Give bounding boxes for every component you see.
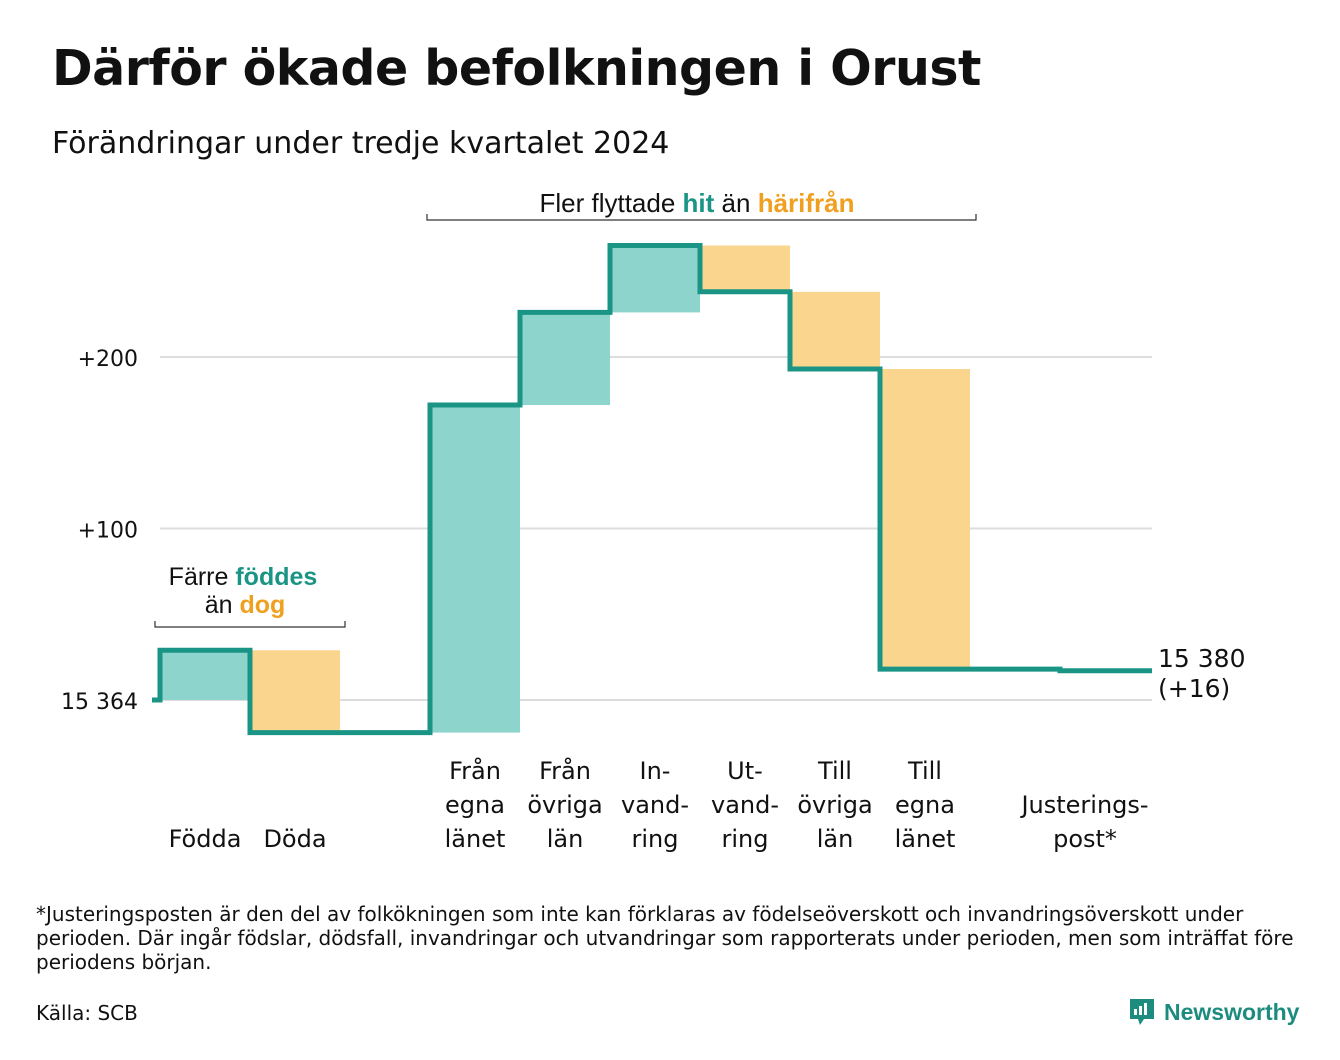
births-annotation-pre: Färre — [169, 563, 236, 591]
migration-bracket — [426, 214, 977, 221]
x-tick-label: Till — [907, 757, 942, 785]
x-tick-label: ring — [722, 825, 769, 853]
cumulative-step-line — [152, 243, 1152, 736]
x-tick-label: egna — [895, 791, 955, 819]
x-tick-label: egna — [445, 791, 505, 819]
births-bracket — [154, 621, 346, 628]
bar — [160, 650, 250, 700]
svg-text:än dog: än dog — [205, 591, 286, 619]
x-tick-label: Ut- — [727, 757, 763, 785]
x-tick-label: övriga — [527, 791, 602, 819]
x-tick-label: Från — [539, 756, 591, 785]
waterfall-chart: 15 364 +100 +200 Födda Döda Från egna länet Frå… — [61, 188, 1245, 853]
x-tick-label: ring — [632, 825, 679, 853]
bar — [250, 650, 340, 733]
migration-annotation-pre: Fler flyttade — [539, 188, 682, 218]
bar — [520, 312, 610, 406]
y-tick-label: 15 364 — [61, 690, 138, 715]
x-tick-label: In- — [640, 757, 671, 785]
migration-annotation: Fler flyttade hit än härifrån — [426, 188, 977, 221]
births-annotation: Färre föddes än dog — [154, 563, 346, 628]
migration-annotation-harifran: härifrån — [758, 188, 855, 218]
migration-annotation-mid: än — [714, 188, 757, 218]
bar — [610, 245, 700, 313]
x-tick-label: Till — [817, 757, 852, 785]
y-tick-label: +100 — [78, 519, 138, 544]
x-tick-label: Födda — [169, 825, 242, 853]
x-tick-label: övriga — [797, 791, 872, 819]
bar — [880, 369, 970, 670]
births-annotation-pre2: än — [205, 591, 240, 619]
x-tick-label: Döda — [263, 825, 326, 853]
chart-title: Därför ökade befolkningen i Orust — [52, 40, 981, 97]
x-tick-label: vand- — [711, 791, 779, 819]
bar — [790, 291, 880, 370]
births-annotation-hi2: dog — [239, 591, 285, 619]
bars — [160, 245, 970, 733]
x-tick-label: vand- — [621, 791, 689, 819]
svg-text:Färre föddes: Färre föddes — [169, 563, 318, 591]
source: Källa: SCB — [36, 1001, 138, 1025]
y-tick-labels: 15 364 +100 +200 — [61, 347, 138, 715]
births-annotation-hi: föddes — [235, 563, 317, 591]
x-tick-label: länet — [895, 825, 956, 853]
gridlines — [160, 356, 1152, 701]
migration-annotation-hit: hit — [683, 188, 715, 218]
newsworthy-logo-icon — [1130, 999, 1154, 1025]
x-tick-label: län — [547, 825, 584, 853]
end-value-label: 15 380 (+16) — [1158, 644, 1245, 703]
y-tick-label: +200 — [78, 347, 138, 372]
svg-text:Fler flyttade hit än härifrån: Fler flyttade hit än härifrån — [539, 188, 854, 218]
footnote: *Justeringsposten är den del av folkökni… — [36, 902, 1294, 974]
x-tick-label: Från — [449, 756, 501, 785]
x-tick-label: post* — [1053, 825, 1117, 853]
bar — [430, 405, 520, 733]
brand-logo: Newsworthy — [1128, 997, 1299, 1027]
chart-subtitle: Förändringar under tredje kvartalet 2024 — [52, 126, 670, 161]
x-tick-label: länet — [445, 825, 506, 853]
x-tick-label: län — [817, 825, 854, 853]
end-value: 15 380 — [1158, 644, 1245, 673]
step-line — [152, 243, 1152, 736]
brand-name: Newsworthy — [1164, 998, 1300, 1025]
bar — [700, 245, 790, 292]
x-tick-labels: Födda Döda Från egna länet Från övriga län In-va… — [169, 756, 1149, 853]
end-change: (+16) — [1158, 674, 1230, 703]
x-tick-label: Justerings- — [1019, 791, 1148, 819]
